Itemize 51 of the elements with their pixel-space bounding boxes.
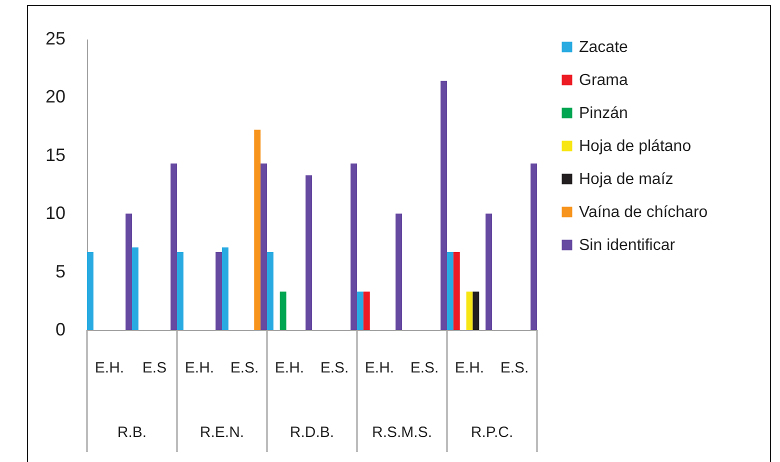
bar (260, 164, 267, 330)
bar (216, 252, 222, 330)
y-tick-label: 5 (55, 261, 66, 282)
text: R.D.B. (290, 424, 334, 441)
y-tick-label: 0 (55, 320, 66, 340)
bar (87, 252, 94, 330)
bar (486, 214, 492, 330)
bar (267, 252, 274, 330)
y-tick-label: 10 (45, 203, 66, 224)
legend-label: Hoja de plátano (579, 138, 692, 155)
x-tick-label: E.S. (230, 360, 259, 376)
bar (254, 130, 261, 330)
text: R.P.C. (470, 424, 514, 441)
bar (306, 175, 312, 330)
bar (472, 292, 480, 330)
bar (126, 214, 132, 330)
x-tick-label: E.H. (184, 360, 214, 376)
legend-label: Pinzán (579, 105, 628, 122)
bar (396, 214, 402, 330)
legend-label: Zacate (579, 39, 628, 56)
legend-label: Vaína de chícharo (579, 204, 708, 221)
text: R.S.M.S. (372, 424, 432, 441)
bar (447, 252, 454, 330)
x-tick-label: E.S (142, 360, 167, 376)
x-tick-label: E.S. (320, 360, 349, 376)
legend-label: Hoja de maíz (579, 171, 674, 188)
x-tick-label: E.H. (94, 360, 124, 376)
legend-label: Grama (579, 72, 628, 89)
text: R.B. (117, 424, 147, 441)
bar (170, 164, 177, 330)
y-tick-label: 15 (45, 144, 66, 165)
y-tick-label: 20 (45, 86, 66, 107)
bar (177, 252, 184, 330)
bar (466, 292, 473, 330)
text: R.E.N. (200, 424, 244, 441)
bar (530, 164, 537, 330)
bar (280, 292, 286, 330)
x-tick-label: E.H. (364, 360, 394, 376)
y-tick-label: 25 (45, 28, 66, 48)
bar (132, 247, 138, 330)
x-tick-label: E.H. (274, 360, 304, 376)
bar (222, 247, 228, 330)
bar (357, 292, 364, 330)
bar (453, 252, 460, 330)
legend-label: Sin identificar (579, 237, 676, 254)
x-tick-label: E.H. (454, 360, 484, 376)
x-tick-label: E.S. (410, 360, 439, 376)
x-tick-label: E.S. (500, 360, 529, 376)
bar (363, 292, 370, 330)
bar (440, 80, 447, 330)
bar (350, 164, 357, 330)
